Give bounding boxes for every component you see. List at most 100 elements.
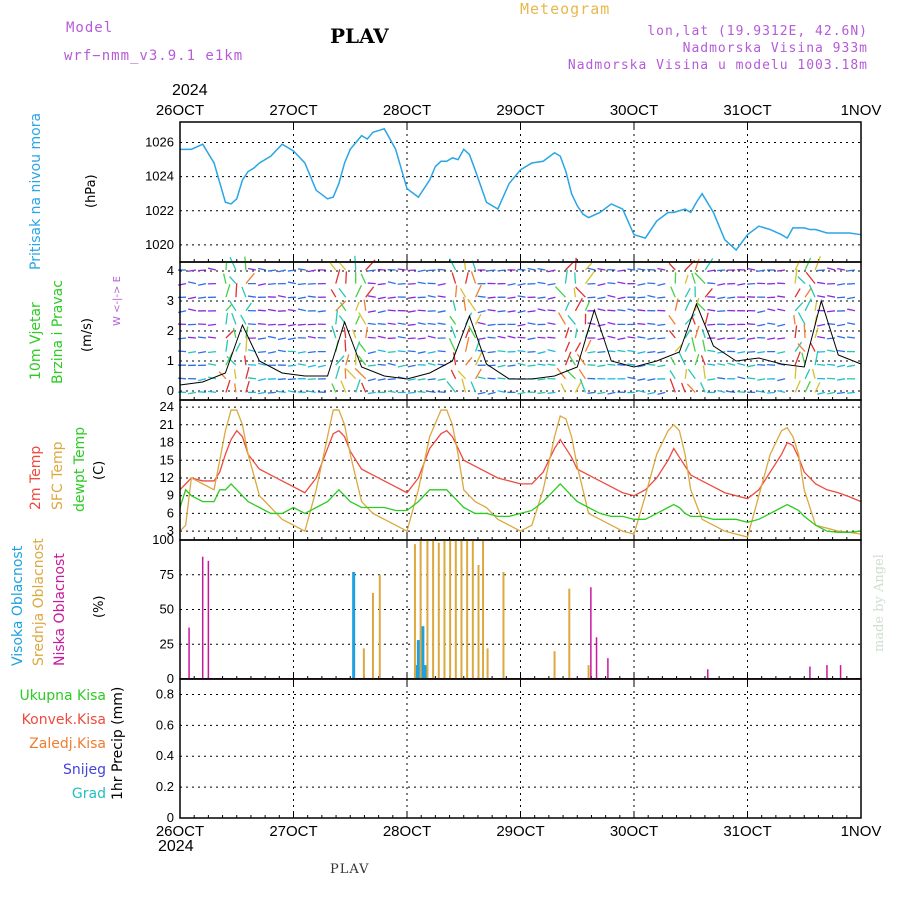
wind-arrow [487,350,496,354]
precip-frame [179,678,862,819]
wind-arrow [737,350,746,354]
wind-arrow [437,310,446,313]
wind-arrow [684,298,692,312]
wind-arrow [700,355,706,366]
cloud-tick-label: 100 [152,532,174,547]
wind-arrow [767,308,776,312]
model-altitude-text: Nadmorska Visina u modelu 1003.18m [567,58,868,73]
wind-arrow [537,336,546,339]
wind-arrow [407,364,416,368]
wind-arrow [437,268,446,271]
wind-arrow [377,335,386,339]
wind-arrow [407,378,416,382]
wind-arrow [817,295,826,298]
wind-arrow [717,269,726,272]
wind-arrow [287,308,296,312]
wind-arrow [267,335,276,339]
wind-arrow [226,355,237,366]
date-label-top: 30OCT [610,102,658,119]
wind-arrow [717,310,726,313]
wind-arrow [827,310,836,313]
wind-arrow [617,281,626,285]
wind-arrow [345,271,348,284]
wind-arrow [747,350,756,353]
wind-arrow [277,390,286,394]
wind-arrow [507,310,516,313]
wind-arrow [564,261,575,271]
wind-arrow [793,314,796,325]
wind-arrow [207,390,217,394]
wind-arrow [537,308,546,312]
wind-arrow [696,302,706,312]
wind-arrow [808,284,816,298]
wind-arrow [517,350,526,353]
wind-arrow [827,267,836,271]
wind-arrow [597,308,606,312]
wind-arrow [241,286,247,298]
wind-arrow [463,297,467,311]
wind-arrow [578,369,586,380]
wind-arrow [847,308,856,312]
wind-arrow [669,369,676,380]
year-top: 2024 [172,82,208,99]
temp-tick-label: 3 [167,523,174,538]
wind-arrow [574,328,578,339]
wind-arrow [407,337,416,340]
wind-arrow [457,370,467,380]
wind-arrow [267,269,276,272]
wind-arrow [257,323,266,326]
wind-arrow [257,391,266,395]
wind-arrow [537,296,546,299]
wind-arrow [707,282,716,285]
wind-arrow [387,362,396,366]
wind-arrow [387,378,396,381]
wind-arrow [647,322,656,326]
wind-arrow [547,322,556,326]
wind-arrow [497,350,506,353]
page-title: PLAV [330,24,389,48]
wind-arrow [474,313,482,325]
wind-arrow [547,296,556,300]
wind-arrow [257,337,266,340]
wind-arrow [837,335,846,339]
wind-arrow [361,382,367,393]
wind-arrow [277,294,286,298]
wind-arrow [465,356,473,366]
wind-arrow [335,309,339,325]
wind-arrow [517,282,526,286]
wind-arrow [397,364,406,368]
wind-arrow [449,315,457,325]
wind-arrow [297,363,306,366]
temp-tick-label: 6 [167,505,174,520]
wind-arrow [437,350,446,353]
wind-arrow [427,350,436,354]
wind-arrow [407,296,416,299]
wind-arrow [837,267,846,271]
wind-arrow [707,349,716,353]
wind-arrow [187,269,197,272]
wind-arrow [757,323,766,327]
wind-arrow [777,295,786,298]
wind-arrow [177,377,187,380]
wind-arrow [475,368,482,380]
sfc-temp-line [179,409,862,538]
wind-arrow [537,363,546,366]
wind-arrow [307,390,316,394]
wind-arrow [197,296,207,299]
wind-arrow [367,378,376,382]
cloud-tick-label: 75 [160,567,174,582]
wind-arrow [257,362,267,366]
wind-arrow [767,322,776,326]
wind-arrow [234,383,237,393]
wind-arrow [737,337,746,341]
wind-arrow [240,314,247,325]
wind-arrow [794,288,801,298]
wind-arrow [537,350,546,355]
wind-arrow [576,353,586,366]
wind-arrow [247,267,257,271]
wind-arrow [817,391,826,395]
wind-arrow [197,350,207,354]
wind-arrow [694,354,700,366]
wind-arrow [459,288,467,298]
